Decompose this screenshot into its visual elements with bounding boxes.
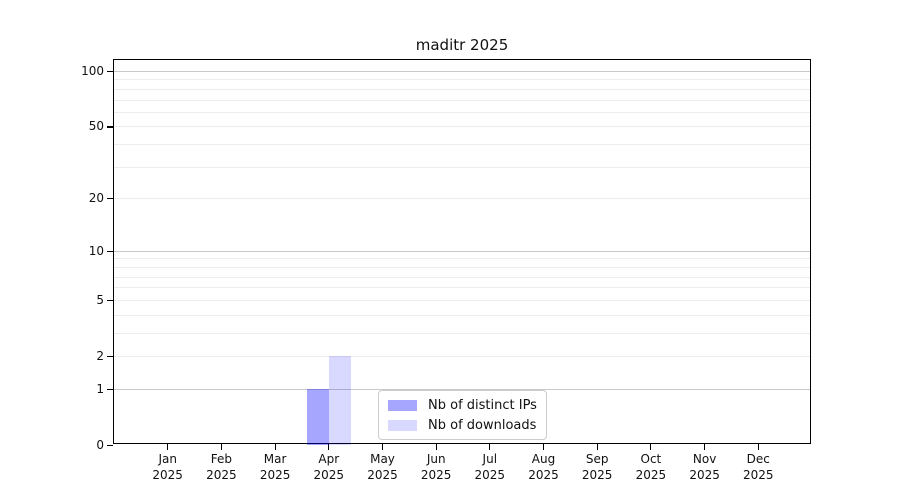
x-tick-label-year: 2025 bbox=[528, 468, 559, 482]
x-tick bbox=[489, 444, 491, 450]
y-gridline-minor bbox=[114, 356, 810, 357]
y-gridline-minor bbox=[114, 198, 810, 200]
y-tick bbox=[107, 198, 113, 200]
y-tick bbox=[107, 445, 113, 447]
y-gridline-major bbox=[114, 250, 810, 252]
y-tick-label: 50 bbox=[88, 119, 104, 134]
x-tick bbox=[381, 444, 384, 450]
y-tick-label: 20 bbox=[88, 191, 104, 206]
y-gridline-minor bbox=[114, 287, 810, 289]
x-tick-label-year: 2025 bbox=[743, 468, 774, 482]
y-tick bbox=[107, 126, 113, 128]
y-tick bbox=[107, 299, 113, 301]
x-tick-label-year: 2025 bbox=[259, 468, 291, 482]
y-gridline-minor bbox=[114, 266, 810, 268]
x-tick bbox=[328, 444, 330, 450]
y-tick-label: 1 bbox=[96, 381, 104, 396]
legend-item-downloads: Nb of downloads bbox=[388, 416, 537, 434]
y-tick bbox=[107, 71, 113, 73]
y-gridline-minor bbox=[114, 88, 810, 90]
x-tick bbox=[167, 444, 169, 450]
x-tick bbox=[596, 444, 598, 450]
x-tick-label-month: Jul bbox=[482, 452, 498, 466]
x-tick-label-month: Jun bbox=[426, 452, 446, 466]
x-tick-label-month: Nov bbox=[692, 452, 717, 466]
x-tick-label-month: Oct bbox=[640, 452, 662, 466]
x-tick bbox=[435, 444, 437, 450]
x-tick bbox=[704, 444, 706, 450]
x-tick bbox=[650, 444, 652, 450]
x-tick-label-year: 2025 bbox=[152, 468, 183, 482]
y-gridline-minor bbox=[114, 144, 810, 146]
y-gridline-minor bbox=[114, 79, 810, 81]
x-tick-label-month: Dec bbox=[746, 452, 770, 466]
legend: Nb of distinct IPs Nb of downloads bbox=[378, 390, 547, 440]
bar-nb-of-downloads bbox=[328, 356, 351, 445]
y-tick bbox=[107, 356, 113, 358]
y-gridline-major bbox=[114, 388, 810, 390]
y-tick-label: 2 bbox=[96, 349, 104, 363]
y-gridline-minor bbox=[114, 166, 810, 168]
x-tick-label-month: Aug bbox=[531, 452, 556, 466]
legend-swatch-distinct-ips bbox=[388, 399, 417, 411]
y-tick-label: 0 bbox=[96, 438, 104, 452]
y-gridline-minor bbox=[114, 299, 810, 301]
y-tick-label: 5 bbox=[96, 292, 104, 307]
y-tick-label: 10 bbox=[88, 243, 104, 258]
y-gridline-minor bbox=[114, 332, 810, 334]
y-tick bbox=[107, 388, 113, 390]
x-tick-label-month: Apr bbox=[318, 452, 340, 466]
x-tick-label-month: Jan bbox=[158, 452, 177, 466]
legend-label-downloads: Nb of downloads bbox=[428, 417, 537, 433]
x-tick bbox=[542, 444, 545, 450]
y-gridline-minor bbox=[114, 99, 810, 101]
plot-area: 0 1 2 5 10 20 50 100 Jan 2025 Feb 2025 Mar 2025 Apr 202… bbox=[81, 59, 811, 482]
x-tick-label-month: Sep bbox=[585, 452, 609, 466]
legend-item-distinct-ips: Nb of distinct IPs bbox=[388, 396, 537, 414]
y-gridline-minor bbox=[114, 258, 810, 260]
x-tick-label-year: 2025 bbox=[367, 468, 398, 482]
x-tick-label-year: 2025 bbox=[420, 468, 452, 482]
bar-nb-of-distinct-ips bbox=[306, 388, 329, 445]
y-gridline-minor bbox=[114, 126, 810, 128]
y-tick bbox=[107, 250, 113, 252]
x-tick-label-month: May bbox=[370, 452, 395, 466]
x-tick-label-year: 2025 bbox=[313, 468, 345, 482]
x-tick-label-year: 2025 bbox=[581, 468, 613, 482]
x-tick-label-year: 2025 bbox=[689, 468, 720, 482]
y-gridline-minor bbox=[114, 276, 810, 278]
y-gridline-minor bbox=[114, 314, 810, 316]
y-tick-label: 100 bbox=[81, 64, 104, 78]
x-tick-label-year: 2025 bbox=[474, 468, 506, 482]
chart-title: maditr 2025 bbox=[415, 36, 509, 54]
x-tick bbox=[757, 444, 759, 450]
x-tick-label-year: 2025 bbox=[635, 468, 667, 482]
legend-label-distinct-ips: Nb of distinct IPs bbox=[428, 397, 537, 413]
y-gridline-major bbox=[114, 71, 810, 72]
x-tick-label-month: Mar bbox=[263, 452, 287, 466]
legend-swatch-downloads bbox=[388, 419, 417, 431]
y-gridline-minor bbox=[114, 111, 810, 113]
x-tick-label-year: 2025 bbox=[206, 468, 237, 482]
x-tick bbox=[220, 444, 222, 450]
x-tick bbox=[274, 444, 276, 450]
x-tick-label-month: Feb bbox=[210, 452, 233, 466]
